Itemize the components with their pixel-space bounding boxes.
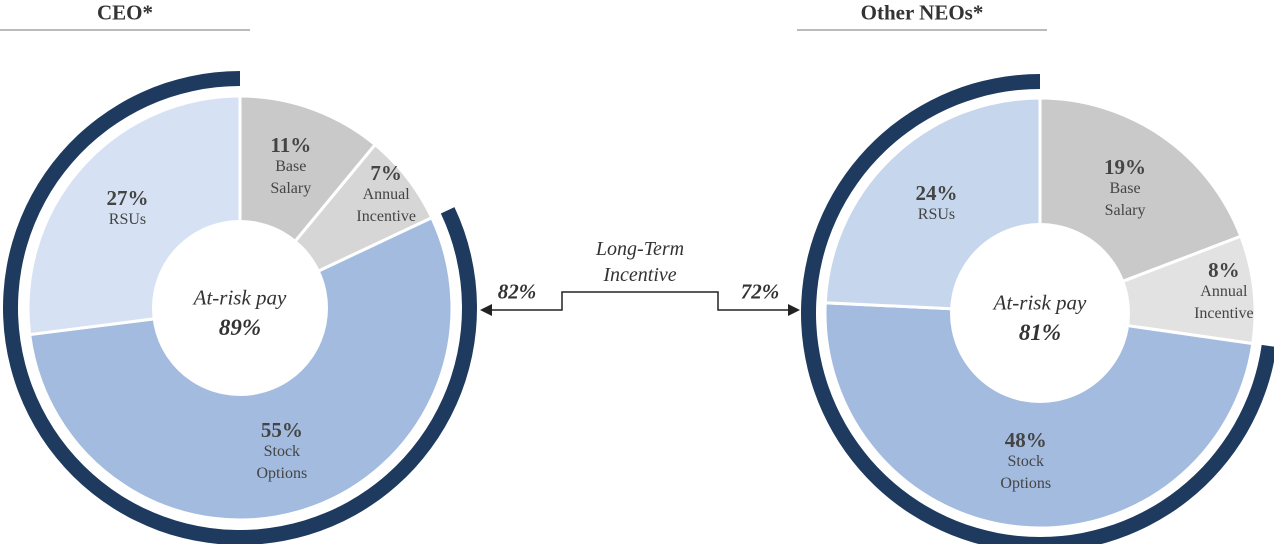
value-label: 48% — [1004, 428, 1047, 453]
slice-label: 27% RSUs — [90, 187, 164, 231]
category-label: Stock Options — [1000, 453, 1052, 493]
arrowhead — [480, 304, 492, 316]
value-label: 27% — [106, 185, 149, 210]
center-value: 81% — [1018, 320, 1062, 345]
chart-title: Other NEOs* — [860, 0, 984, 25]
category-label: RSUs — [108, 210, 147, 228]
connector — [488, 291, 792, 311]
ring-value-label: 72% — [740, 279, 780, 304]
slice-label: 48% Stock Options — [989, 429, 1063, 495]
annotation: Long-Term Incentive — [595, 238, 685, 286]
slice — [823, 301, 1255, 530]
slice-label: 7% Annual Incentive — [349, 162, 423, 228]
value-label: 8% — [1208, 258, 1240, 283]
category-label: Annual Incentive — [1194, 283, 1254, 323]
category-label: Base Salary — [1104, 180, 1146, 220]
center-label: At-risk pay — [193, 285, 287, 310]
category-label: RSUs — [917, 206, 956, 224]
arrowhead — [788, 304, 800, 316]
donut-hole — [152, 220, 328, 396]
chart-title: CEO* — [96, 0, 154, 25]
slice-label: 55% Stock Options — [245, 419, 319, 485]
slice-label: 24% RSUs — [899, 182, 973, 226]
value-label: 19% — [1104, 155, 1147, 180]
center-label: At-risk pay — [993, 290, 1087, 315]
center-value: 89% — [218, 315, 262, 340]
value-label: 11% — [270, 132, 312, 157]
slice-label: 8% Annual Incentive — [1187, 259, 1261, 325]
category-label: Base Salary — [270, 157, 312, 197]
donut-hole — [950, 223, 1130, 403]
value-label: 7% — [370, 160, 402, 185]
category-label: Stock Options — [256, 443, 308, 483]
slice-label: 19% Base Salary — [1088, 156, 1162, 222]
value-label: 55% — [260, 418, 303, 443]
slice-label: 11% Base Salary — [254, 134, 328, 200]
ring-value-label: 82% — [497, 279, 537, 304]
category-label: Annual Incentive — [356, 185, 416, 225]
value-label: 24% — [915, 181, 958, 206]
